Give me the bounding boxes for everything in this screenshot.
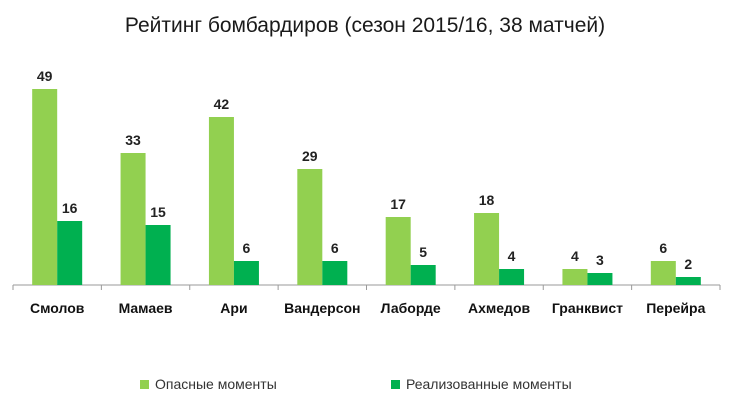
- legend-swatch-1: [140, 379, 149, 389]
- bar-dangerous-6: [474, 213, 500, 285]
- bar-realized-8: [675, 277, 701, 285]
- bar-dangerous-7: [562, 269, 588, 285]
- bar-realized-1: [57, 221, 83, 285]
- bar-dangerous-3: [208, 117, 234, 285]
- bar-dangerous-5: [385, 217, 411, 285]
- data-label: 6: [331, 240, 339, 256]
- data-label: 2: [684, 256, 692, 272]
- category-label: Мамаев: [119, 300, 173, 316]
- bar-dangerous-2: [120, 153, 146, 285]
- category-label: Вандерсон: [284, 300, 360, 316]
- bar-dangerous-4: [297, 169, 323, 285]
- data-label: 17: [390, 196, 406, 212]
- data-label: 5: [419, 244, 427, 260]
- data-label: 16: [62, 200, 78, 216]
- legend-item-2: Реализованные моменты: [391, 376, 572, 392]
- category-label: Перейра: [646, 300, 705, 316]
- legend-swatch-2: [391, 379, 400, 389]
- data-label: 3: [596, 252, 604, 268]
- category-label: Ари: [220, 300, 247, 316]
- bar-dangerous-1: [32, 89, 58, 285]
- legend-label-2: Реализованные моменты: [406, 376, 572, 392]
- category-label: Гранквист: [552, 300, 623, 316]
- data-label: 4: [571, 248, 579, 264]
- data-label: 6: [243, 240, 251, 256]
- bar-realized-3: [233, 261, 259, 285]
- bar-dangerous-8: [650, 261, 676, 285]
- legend-label-1: Опасные моменты: [155, 376, 277, 392]
- data-label: 6: [659, 240, 667, 256]
- data-label: 18: [479, 192, 495, 208]
- data-label: 29: [302, 148, 318, 164]
- data-label: 15: [150, 204, 166, 220]
- category-label: Смолов: [30, 300, 85, 316]
- bar-realized-4: [322, 261, 348, 285]
- category-label: Лаборде: [381, 300, 441, 316]
- bar-realized-7: [587, 273, 613, 285]
- bar-realized-2: [145, 225, 171, 285]
- data-label: 33: [125, 132, 141, 148]
- legend-item-1: Опасные моменты: [140, 376, 277, 392]
- data-label: 4: [508, 248, 516, 264]
- category-label: Ахмедов: [468, 300, 530, 316]
- data-label: 49: [37, 68, 53, 84]
- data-label: 42: [214, 96, 230, 112]
- bar-realized-5: [410, 265, 436, 285]
- chart-title: Рейтинг бомбардиров (сезон 2015/16, 38 м…: [124, 14, 606, 37]
- bar-realized-6: [499, 269, 525, 285]
